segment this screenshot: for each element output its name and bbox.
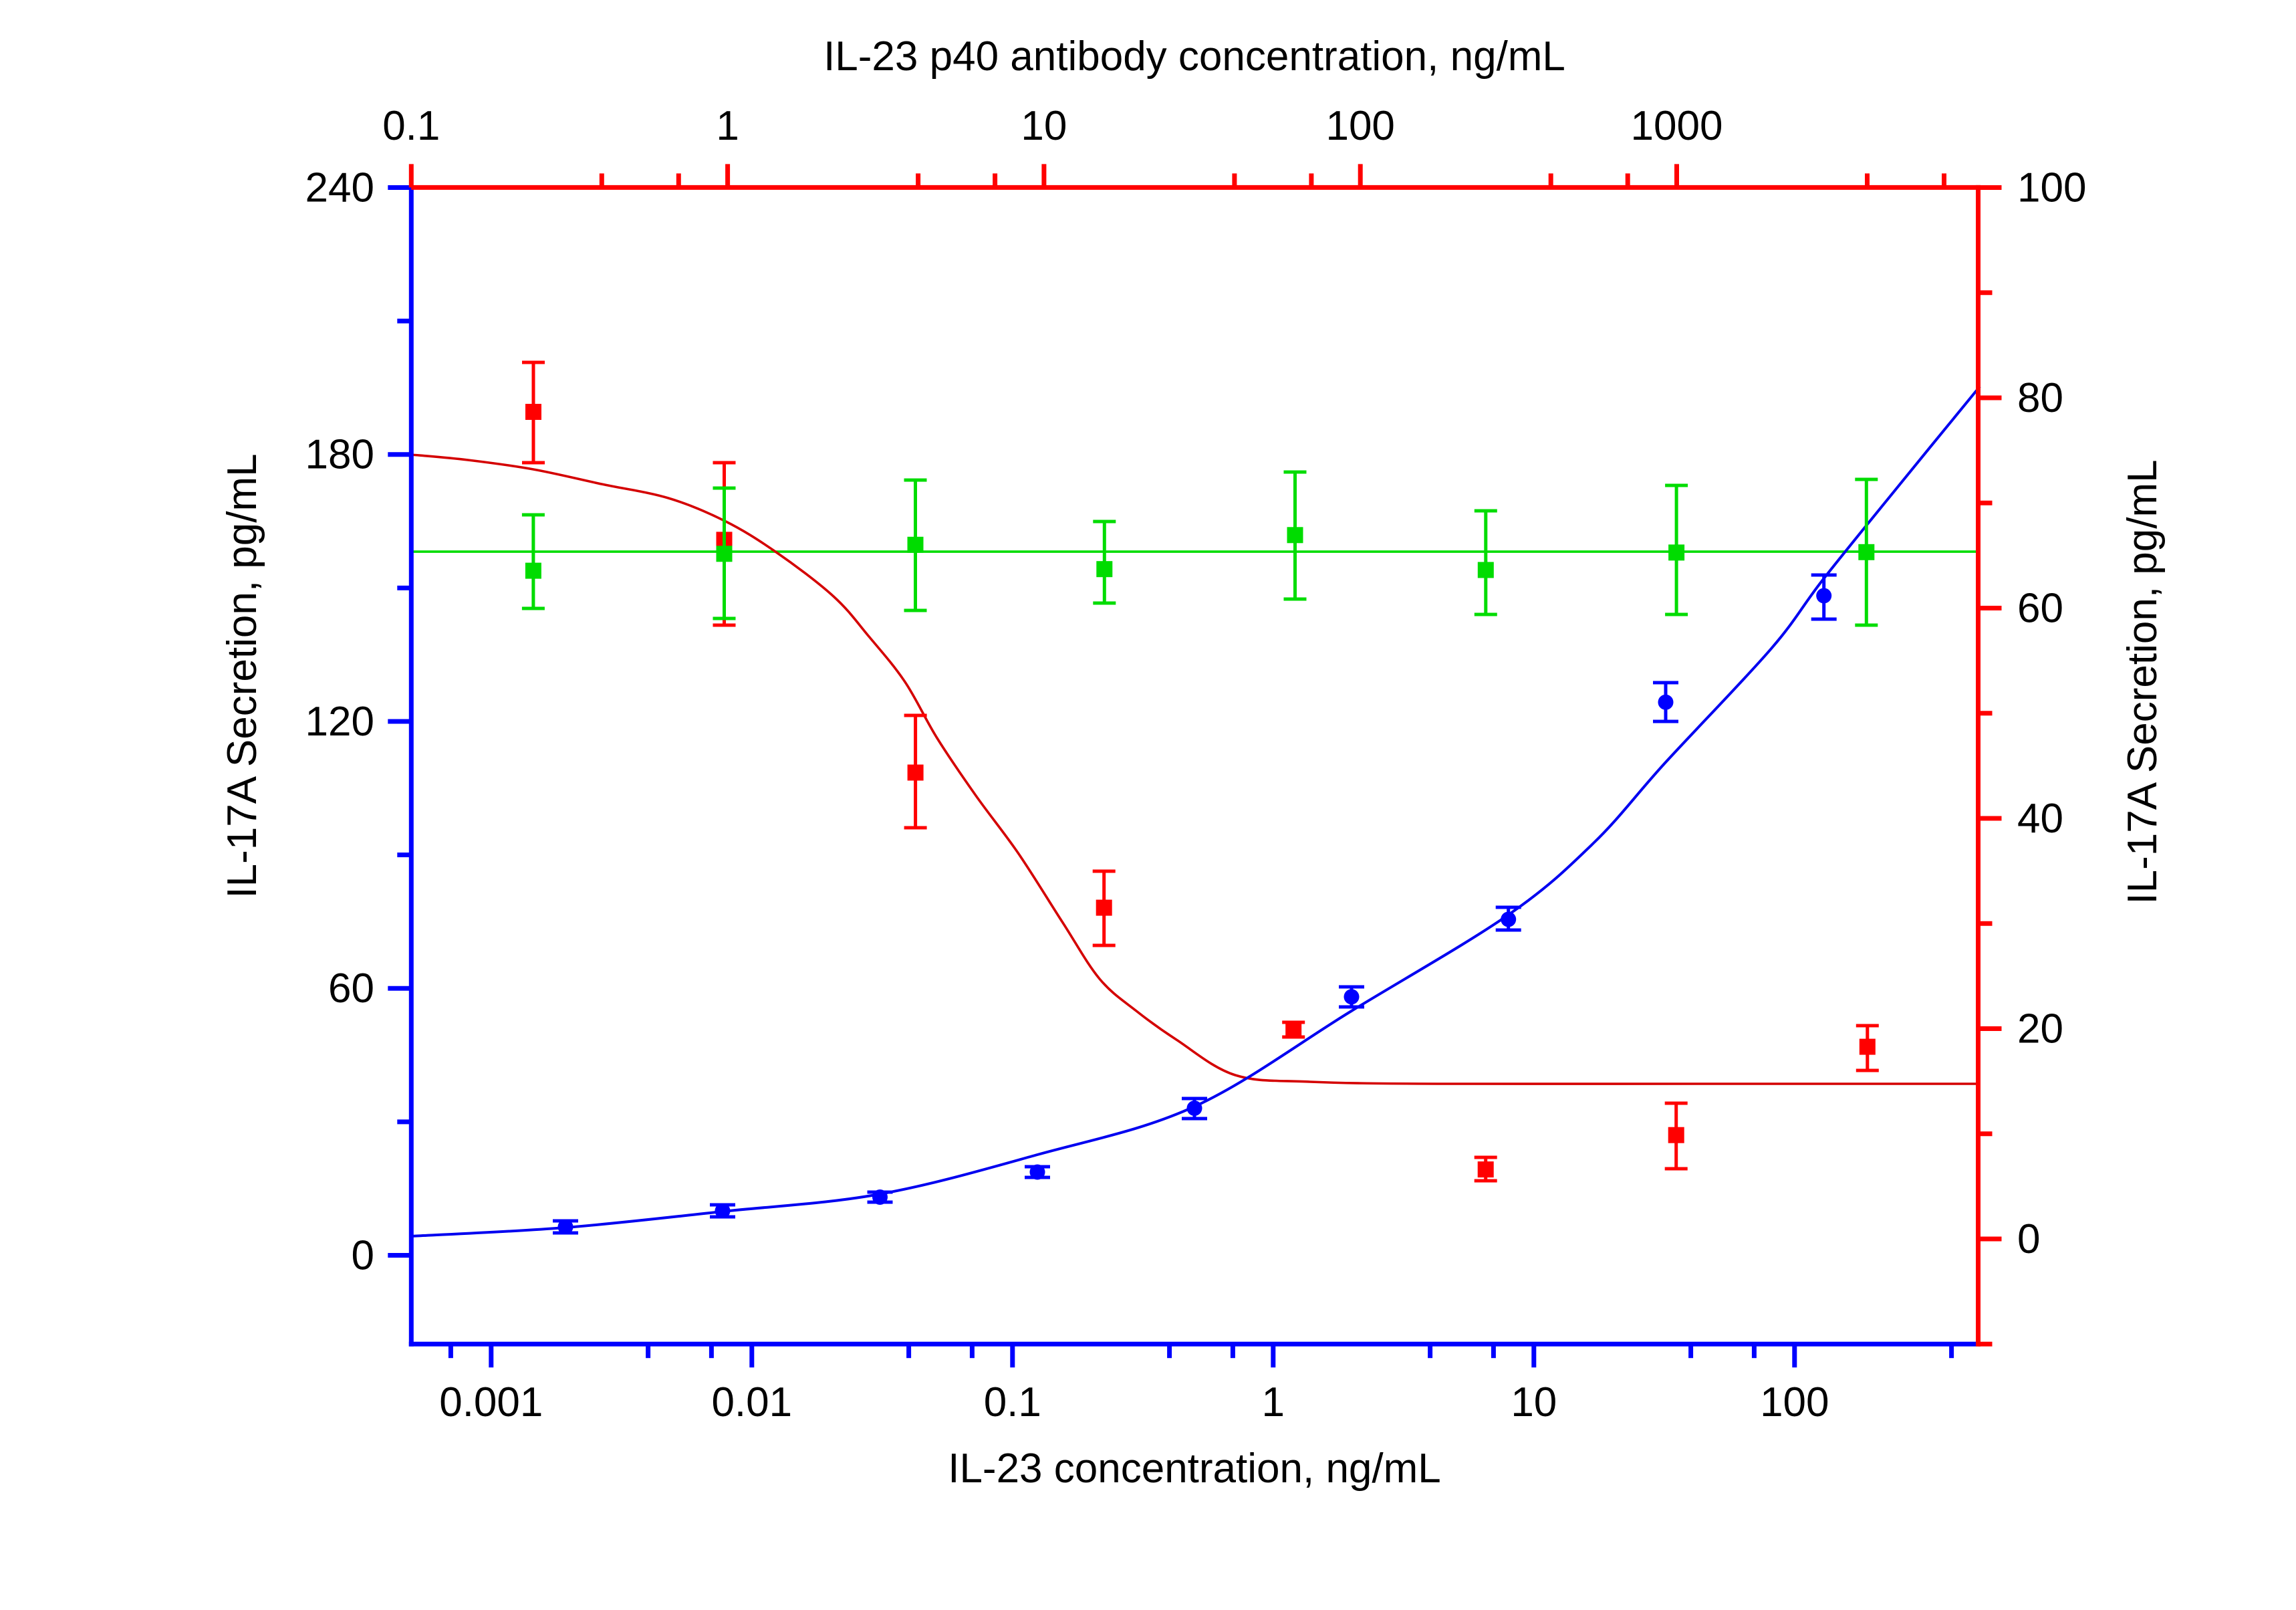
svg-text:100: 100 [1760, 1379, 1829, 1425]
svg-text:180: 180 [305, 432, 374, 478]
svg-text:60: 60 [328, 965, 374, 1012]
svg-text:0: 0 [352, 1232, 374, 1278]
svg-text:IL-17A Secretion, pg/mL: IL-17A Secretion, pg/mL [219, 453, 265, 898]
svg-text:0: 0 [2017, 1216, 2040, 1262]
svg-text:240: 240 [305, 164, 374, 211]
svg-text:60: 60 [2017, 585, 2063, 631]
svg-text:40: 40 [2017, 796, 2063, 842]
svg-text:IL-17A Secretion, pg/mL: IL-17A Secretion, pg/mL [2120, 459, 2166, 904]
svg-text:1000: 1000 [1631, 103, 1723, 149]
svg-text:0.1: 0.1 [382, 103, 440, 149]
svg-text:10: 10 [1511, 1379, 1557, 1425]
svg-text:80: 80 [2017, 375, 2063, 421]
svg-text:100: 100 [2017, 164, 2086, 211]
svg-text:IL-23 p40 antibody concentrati: IL-23 p40 antibody concentration, ng/mL [823, 33, 1565, 80]
svg-text:20: 20 [2017, 1006, 2063, 1052]
svg-text:120: 120 [305, 699, 374, 745]
svg-text:0.1: 0.1 [984, 1379, 1041, 1425]
svg-text:IL-23 concentration, ng/mL: IL-23 concentration, ng/mL [948, 1446, 1441, 1492]
svg-text:1: 1 [1262, 1379, 1285, 1425]
svg-text:1: 1 [716, 103, 739, 149]
svg-text:100: 100 [1325, 103, 1394, 149]
svg-text:0.001: 0.001 [439, 1379, 543, 1425]
svg-text:0.01: 0.01 [711, 1379, 792, 1425]
svg-text:10: 10 [1021, 103, 1067, 149]
